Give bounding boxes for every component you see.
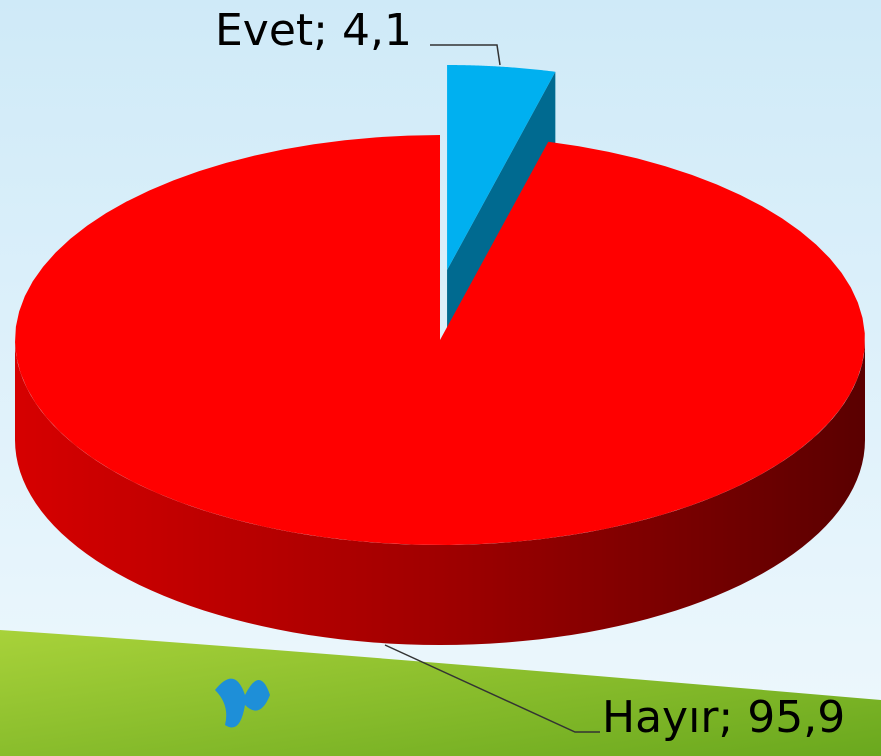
pie-side [15, 340, 865, 645]
butterfly [215, 678, 270, 728]
grass [0, 630, 881, 756]
pie-slice [15, 135, 865, 545]
pie [15, 65, 865, 645]
leader-line [430, 44, 501, 66]
data-label: Hayır; 95,9 [602, 692, 845, 743]
leader-line [384, 644, 600, 733]
pie-slice [447, 65, 556, 270]
data-label: Evet; 4,1 [215, 5, 412, 56]
